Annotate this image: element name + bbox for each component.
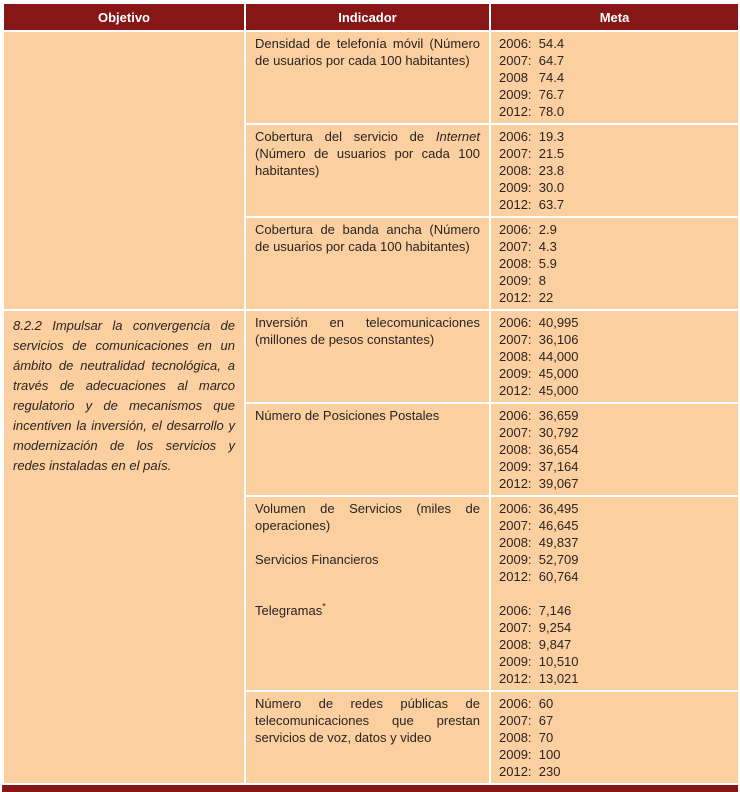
meta-line: 2012: 45,000 [499,383,579,398]
meta-line: 2012: 39,067 [499,476,579,491]
indicador-text: Cobertura de banda ancha (Número de usua… [255,222,480,254]
indicador-cell: Volumen de Servicios (miles de operacion… [244,495,491,692]
meta-line: 2012: 78.0 [499,104,565,119]
indicador-text: Inversión en telecomunicaciones (millone… [255,315,480,347]
indicador-cell: Cobertura de banda ancha (Número de usua… [244,216,491,311]
objetivo-cell [2,30,246,311]
meta-line: 2006: 60 [499,696,554,711]
meta-line: 2006: 7,146 [499,603,572,618]
header-meta: Meta [489,2,740,32]
table-row: Número de Posiciones Postales 2006: 36,65… [3,402,740,497]
meta-line: 2009: 37,164 [499,459,579,474]
meta-line: 2006: 54.4 [499,36,565,51]
meta-line: 2008: 44,000 [499,349,579,364]
indicador-cell: Cobertura del servicio de Internet (Núme… [244,123,491,218]
meta-line: 2006: 19.3 [499,129,565,144]
meta-cell: 2006: 60 2007: 67 2008: 70 2009: 100 2012: 2… [489,690,740,785]
indicador-cell: Número de redes públicas de telecomunica… [244,690,491,785]
meta-line: 2008: 36,654 [499,442,579,457]
meta-line: 2008: 49,837 [499,535,579,550]
table-row: Cobertura de banda ancha (Número de usua… [3,216,740,311]
meta-line: 2006: 36,495 [499,501,579,516]
indicador-cell: Inversión en telecomunicaciones (millone… [244,309,491,404]
header-indicador: Indicador [244,2,491,32]
meta-line: 2012: 230 [499,764,561,779]
meta-cell: 2006: 19.3 2007: 21.5 2008: 23.8 2009: 30.0… [489,123,740,218]
meta-cell: 2006: 40,995 2007: 36,106 2008: 44,000 2009… [489,309,740,404]
meta-line: 2009: 8 [499,273,546,288]
meta-line: 2007: 30,792 [499,425,579,440]
meta-cell: 2006: 54.4 2007: 64.7 2008 74.4 2009: 76.7 2… [489,30,740,125]
meta-line: 2006: 2.9 [499,222,557,237]
objetivo-cell: 8.2.2 Impulsar la convergencia de servic… [2,309,246,785]
meta-line: 2009: 10,510 [499,654,579,669]
meta-line: 2012: 60,764 [499,569,579,584]
meta-line: 2008 74.4 [499,70,565,85]
meta-line: 2006: 40,995 [499,315,579,330]
meta-line: 2012: 22 [499,290,554,305]
meta-line: 2007: 36,106 [499,332,579,347]
blank-line [499,585,729,602]
meta-line: 2007: 64.7 [499,53,565,68]
meta-line: 2006: 36,659 [499,408,579,423]
meta-line: 2009: 52,709 [499,552,579,567]
table-row: 8.2.2 Impulsar la convergencia de servic… [2,309,740,785]
meta-line: 2008: 23.8 [499,163,565,178]
table-row: Volumen de Servicios (miles de operacion… [3,495,740,692]
indicador-text: Densidad de telefonía móvil (Número de u… [255,36,480,68]
meta-line: 2009: 100 [499,747,561,762]
meta-line: 2008: 70 [499,730,554,745]
table-bottom-border [2,785,738,792]
header-row: Objetivo Indicador Meta [2,2,740,32]
table-row: Densidad de telefonía móvil (Número de u… [2,30,740,311]
table-row: Cobertura del servicio de Internet (Núme… [3,123,740,218]
indicador-text: Servicios Financieros [255,552,379,567]
indicador-text: Telegramas* [255,601,326,618]
indicador-cell: Número de Posiciones Postales [244,402,491,497]
meta-line: 2008: 9,847 [499,637,572,652]
indicador-text: Número de Posiciones Postales [255,408,440,423]
indicador-text: Número de redes públicas de telecomunica… [255,696,480,745]
meta-line: 2007: 46,645 [499,518,579,533]
meta-line: 2007: 67 [499,713,554,728]
meta-cell: 2006: 36,659 2007: 30,792 2008: 36,654 2009… [489,402,740,497]
meta-line: 2007: 9,254 [499,620,572,635]
blank-line [255,585,480,602]
header-objetivo: Objetivo [2,2,246,32]
meta-line: 2008: 5.9 [499,256,557,271]
blank-line [255,568,480,585]
indicador-text: Volumen de Servicios (miles de operacion… [255,501,480,533]
meta-line: 2009: 76.7 [499,87,565,102]
blank-line [255,534,480,551]
indicador-cell: Densidad de telefonía móvil (Número de u… [244,30,491,125]
meta-line: 2009: 30.0 [499,180,565,195]
meta-cell: 2006: 36,495 2007: 46,645 2008: 49,837 2009… [489,495,740,692]
meta-line: 2009: 45,000 [499,366,579,381]
indicador-text: Cobertura del servicio de Internet (Núme… [255,129,480,178]
meta-cell: 2006: 2.9 2007: 4.3 2008: 5.9 2009: 8 2012: … [489,216,740,311]
meta-line: 2007: 4.3 [499,239,557,254]
meta-line: 2012: 63.7 [499,197,565,212]
footnote-asterisk: * [322,601,326,612]
meta-line: 2012: 13,021 [499,671,579,686]
meta-line: 2007: 21.5 [499,146,565,161]
table-row: Número de redes públicas de telecomunica… [3,690,740,785]
